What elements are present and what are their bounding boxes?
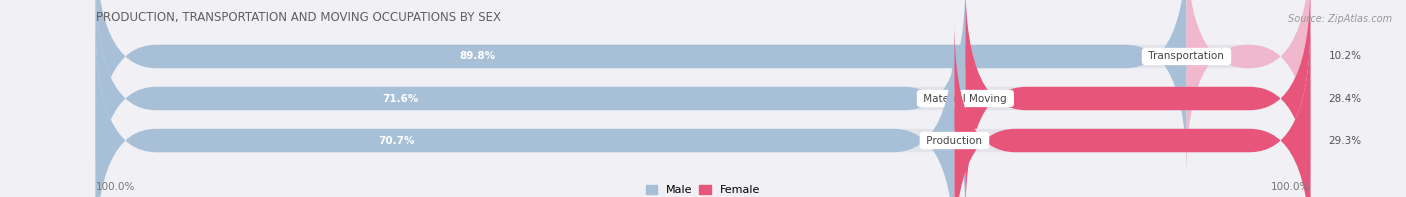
FancyBboxPatch shape (96, 0, 966, 197)
FancyBboxPatch shape (96, 0, 1310, 175)
Legend: Male, Female: Male, Female (647, 185, 759, 195)
FancyBboxPatch shape (955, 22, 1310, 197)
Text: 70.7%: 70.7% (378, 136, 415, 146)
Text: Production: Production (924, 136, 986, 146)
Text: 10.2%: 10.2% (1329, 51, 1361, 61)
Text: 29.3%: 29.3% (1329, 136, 1362, 146)
Text: 71.6%: 71.6% (382, 94, 418, 103)
FancyBboxPatch shape (1187, 0, 1310, 175)
Text: PRODUCTION, TRANSPORTATION AND MOVING OCCUPATIONS BY SEX: PRODUCTION, TRANSPORTATION AND MOVING OC… (96, 11, 501, 24)
Text: 100.0%: 100.0% (1271, 182, 1310, 192)
FancyBboxPatch shape (96, 0, 1310, 197)
Text: 28.4%: 28.4% (1329, 94, 1362, 103)
Text: 89.8%: 89.8% (460, 51, 495, 61)
Text: Transportation: Transportation (1146, 51, 1227, 61)
Text: Material Moving: Material Moving (921, 94, 1011, 103)
FancyBboxPatch shape (96, 0, 1187, 175)
Text: Source: ZipAtlas.com: Source: ZipAtlas.com (1288, 14, 1392, 24)
FancyBboxPatch shape (96, 22, 955, 197)
Text: 100.0%: 100.0% (96, 182, 135, 192)
FancyBboxPatch shape (966, 0, 1310, 197)
FancyBboxPatch shape (96, 22, 1310, 197)
